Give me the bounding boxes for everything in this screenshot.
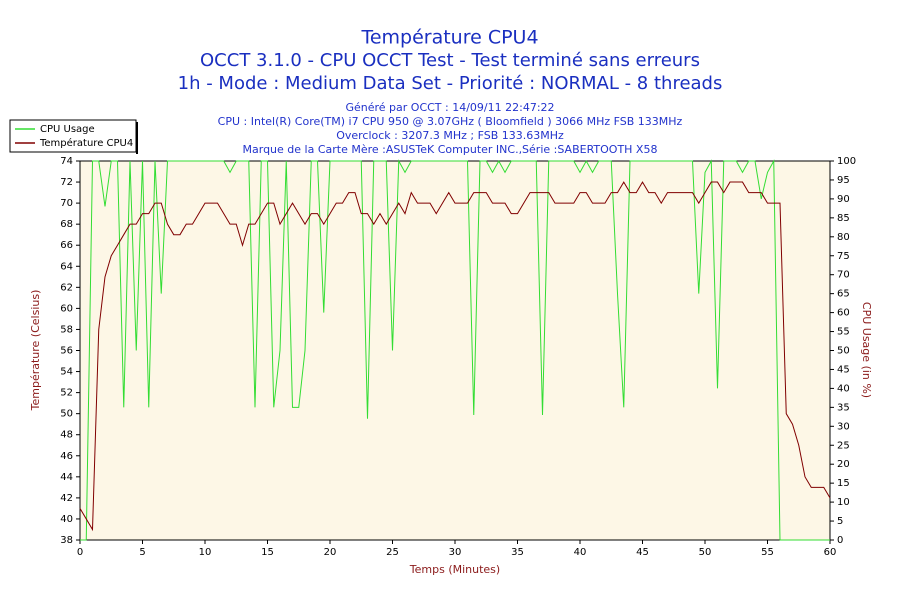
plot-area [79,160,831,541]
subtitle: OCCT 3.1.0 - CPU OCCT Test - Test termin… [200,50,700,71]
x-tick-label: 20 [324,547,337,558]
y-tick-label: 72 [60,177,73,188]
y-tick-label: 48 [60,430,73,441]
y2-tick-label: 55 [837,327,850,338]
y2-tick-label: 65 [837,289,850,300]
y2-tick-label: 85 [837,213,850,224]
y-tick-label: 66 [60,240,73,251]
y-tick-label: 44 [60,472,73,483]
y2-axis-label: CPU Usage (in %) [860,302,873,398]
y2-tick-label: 60 [837,308,850,319]
x-tick-label: 50 [699,547,712,558]
y2-tick-label: 30 [837,421,850,432]
y-tick-label: 64 [60,261,73,272]
x-tick-label: 35 [511,547,524,558]
chart-title: Température CPU4 [360,27,538,49]
y2-tick-label: 35 [837,402,850,413]
y-tick-label: 46 [60,451,73,462]
y2-tick-label: 75 [837,251,850,262]
y2-tick-label: 0 [837,535,843,546]
y-tick-label: 42 [60,493,73,504]
y2-tick-label: 90 [837,194,850,205]
y2-tick-label: 20 [837,459,850,470]
y-tick-label: 52 [60,388,73,399]
y2-tick-label: 50 [837,346,850,357]
y-tick-label: 68 [60,219,73,230]
x-tick-label: 25 [386,547,399,558]
y-axis-label: Température (Celsius) [29,290,42,412]
legend-label: CPU Usage [40,124,95,135]
y-tick-label: 70 [60,198,73,209]
x-tick-label: 60 [824,547,837,558]
y2-tick-label: 45 [837,364,850,375]
info: Overclock : 3207.3 MHz ; FSB 133.63MHz [336,129,564,142]
legend-box [9,119,137,153]
y-tick-label: 74 [60,156,73,167]
series-line [79,181,831,532]
subtitle: 1h - Mode : Medium Data Set - Priorité :… [178,73,723,94]
info: CPU : Intel(R) Core(TM) i7 CPU 950 @ 3.0… [218,115,683,128]
y2-tick-label: 5 [837,516,843,527]
x-axis-label: Temps (Minutes) [409,563,500,576]
x-tick-label: 45 [636,547,649,558]
y2-tick-label: 25 [837,440,850,451]
x-tick-label: 55 [761,547,774,558]
legend-shadow [136,122,138,154]
x-tick-label: 10 [199,547,212,558]
x-tick-label: 30 [449,547,462,558]
y-tick-label: 40 [60,514,73,525]
y-tick-label: 58 [60,324,73,335]
x-tick-label: 15 [261,547,274,558]
y2-tick-label: 100 [837,156,856,167]
x-tick-label: 0 [77,547,83,558]
x-tick-label: 40 [574,547,587,558]
y2-tick-label: 80 [837,232,850,243]
y2-tick-label: 95 [837,175,850,186]
info: Marque de la Carte Mère :ASUSTeK Compute… [243,143,658,156]
y-tick-label: 38 [60,535,73,546]
y-tick-label: 54 [60,367,73,378]
y-tick-label: 56 [60,346,73,357]
series-line [80,159,830,541]
y2-tick-label: 70 [837,270,850,281]
y2-tick-label: 15 [837,478,850,489]
y2-tick-label: 40 [837,383,850,394]
y-tick-label: 50 [60,409,73,420]
y2-tick-label: 10 [837,497,850,508]
info: Généré par OCCT : 14/09/11 22:47:22 [345,101,554,114]
y-tick-label: 60 [60,303,73,314]
legend-label: Température CPU4 [39,137,133,149]
y-tick-label: 62 [60,282,73,293]
x-tick-label: 5 [139,547,145,558]
